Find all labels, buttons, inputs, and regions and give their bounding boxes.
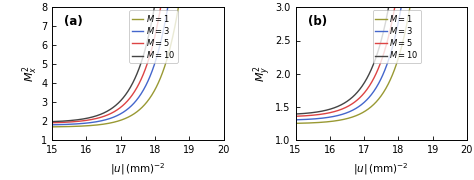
Text: (b): (b)	[308, 15, 327, 28]
Legend: $M=1$, $M=3$, $M=5$, $M=10$: $M=1$, $M=3$, $M=5$, $M=10$	[373, 10, 421, 63]
Y-axis label: $M_x^2$: $M_x^2$	[20, 66, 40, 82]
X-axis label: $|u|\,(\mathrm{mm})^{-2}$: $|u|\,(\mathrm{mm})^{-2}$	[354, 161, 409, 177]
Text: (a): (a)	[64, 15, 83, 28]
X-axis label: $|u|\,(\mathrm{mm})^{-2}$: $|u|\,(\mathrm{mm})^{-2}$	[110, 161, 165, 177]
Legend: $M=1$, $M=3$, $M=5$, $M=10$: $M=1$, $M=3$, $M=5$, $M=10$	[129, 10, 178, 63]
Y-axis label: $M_y^2$: $M_y^2$	[252, 66, 274, 82]
